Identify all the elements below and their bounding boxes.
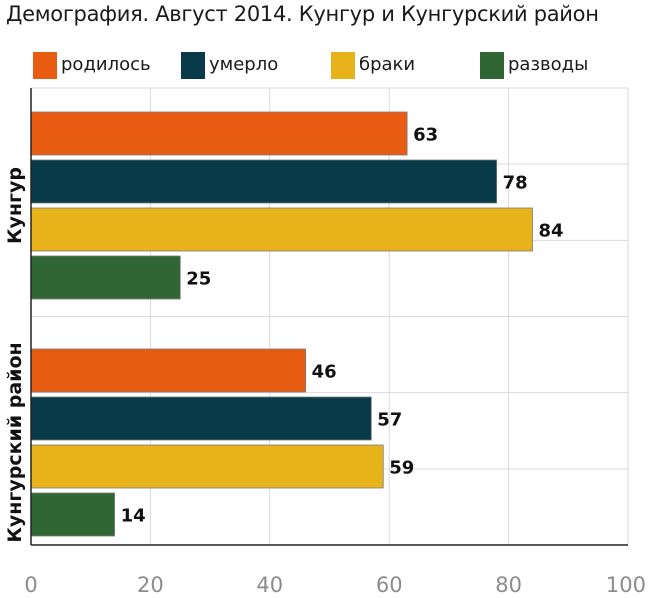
data-label-1-4: 25 xyxy=(186,269,211,290)
x-tick-label-40: 40 xyxy=(256,573,283,597)
bar-1-1 xyxy=(30,111,408,156)
bar-1-2 xyxy=(30,159,498,204)
data-label-2-1: 46 xyxy=(312,362,337,383)
bar-2-2 xyxy=(30,396,372,441)
bar-1-3 xyxy=(30,207,533,252)
legend-label-1: родилось xyxy=(61,54,151,75)
x-tick-label-60: 60 xyxy=(376,573,403,597)
x-tick-label-80: 80 xyxy=(495,573,522,597)
chart-title: Демография. Август 2014. Кунгур и Кунгур… xyxy=(6,2,599,26)
data-label-1-3: 84 xyxy=(538,221,563,242)
legend-swatch-1 xyxy=(33,52,57,79)
category-label-1: Кунгур xyxy=(4,167,26,244)
data-label-1-1: 63 xyxy=(413,125,438,146)
bar-1-4 xyxy=(30,255,181,300)
legend-label-4: разводы xyxy=(508,54,588,75)
legend: родилось умерло браки разводы xyxy=(33,52,588,79)
bars: 63 78 84 25 Кунгур 46 57 59 14 Кунгурский район xyxy=(4,111,564,543)
data-label-2-3: 59 xyxy=(389,458,414,479)
legend-swatch-3 xyxy=(331,52,355,79)
bar-2-4 xyxy=(30,492,115,537)
data-label-2-2: 57 xyxy=(377,410,402,431)
x-tick-label-100: 100 xyxy=(606,573,646,597)
legend-swatch-2 xyxy=(181,52,205,79)
legend-label-2: умерло xyxy=(209,54,278,75)
data-label-1-2: 78 xyxy=(503,173,528,194)
x-tick-label-20: 20 xyxy=(137,573,164,597)
legend-swatch-4 xyxy=(480,52,504,79)
axes: 0 20 40 60 80 100 xyxy=(24,88,646,597)
bar-2-1 xyxy=(30,348,307,393)
bar-2-3 xyxy=(30,444,384,489)
category-label-2: Кунгурский район xyxy=(4,342,26,542)
x-tick-label-0: 0 xyxy=(24,573,37,597)
legend-label-3: браки xyxy=(359,54,415,75)
data-label-2-4: 14 xyxy=(121,506,146,527)
